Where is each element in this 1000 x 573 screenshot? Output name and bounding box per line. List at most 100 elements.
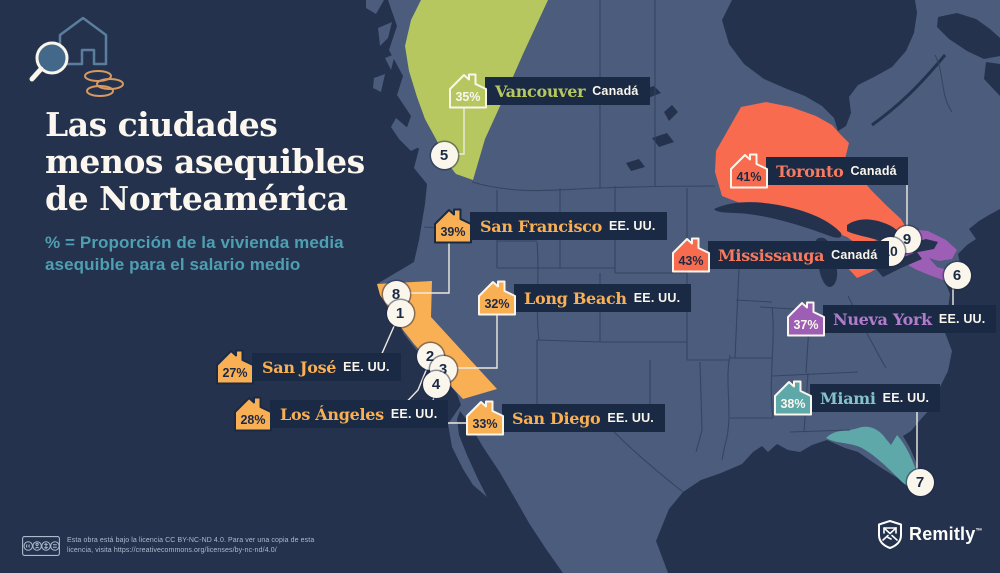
callout-san-diego: 33% San Diego EE. UU. bbox=[465, 399, 665, 437]
country-name: EE. UU. bbox=[608, 219, 656, 233]
connector-san-francisco bbox=[406, 243, 450, 294]
brand-name-text: Remitly bbox=[909, 524, 976, 544]
st-lawrence-river bbox=[871, 54, 947, 127]
connector-long-beach bbox=[454, 315, 498, 369]
pct-value: 33% bbox=[472, 417, 497, 431]
coins-icon bbox=[84, 70, 124, 97]
header: Las ciudades menos asequibles de Norteam… bbox=[45, 106, 365, 276]
country-name: Canadá bbox=[592, 84, 639, 98]
license-text: Esta obra está bajo la licencia CC BY-NC… bbox=[67, 536, 314, 556]
city-name: San José bbox=[262, 357, 337, 377]
rank-marker-san-diego: 4 bbox=[422, 370, 450, 398]
license-line-1: Esta obra está bajo la licencia CC BY-NC… bbox=[67, 537, 315, 544]
city-name: Nueva York bbox=[833, 309, 932, 329]
country-name: Canadá bbox=[850, 164, 897, 178]
label-box: Nueva York EE. UU. bbox=[823, 305, 997, 333]
country-name: EE. UU. bbox=[343, 360, 390, 374]
pct-value: 32% bbox=[484, 297, 509, 311]
label-box: Miami EE. UU. bbox=[810, 384, 941, 412]
callout-vancouver: 35% Vancouver Canadá bbox=[448, 72, 650, 110]
rank-number: 9 bbox=[902, 230, 912, 248]
country-name: EE. UU. bbox=[882, 391, 930, 405]
title-line-1: Las ciudades bbox=[45, 105, 278, 144]
rank-number: 5 bbox=[439, 146, 449, 164]
rank-number: 4 bbox=[431, 375, 441, 393]
country-name: EE. UU. bbox=[633, 291, 681, 305]
house-badge-icon: 35% bbox=[449, 73, 487, 109]
label-box: Los Ángeles EE. UU. bbox=[270, 400, 449, 428]
country-name: EE. UU. bbox=[938, 312, 986, 326]
label-box: San Diego EE. UU. bbox=[502, 404, 665, 432]
coastal-islands bbox=[366, 0, 990, 213]
house-badge-icon: 38% bbox=[774, 380, 812, 416]
rank-number: 8 bbox=[391, 285, 401, 303]
country-name: EE. UU. bbox=[607, 411, 654, 425]
rank-number: 7 bbox=[915, 473, 925, 491]
pct-value: 39% bbox=[440, 225, 465, 239]
pct-value: 43% bbox=[678, 254, 703, 268]
callout-mississauga: 43% Mississauga Canadá bbox=[671, 236, 889, 274]
callout-san-francisco: 39% San Francisco EE. UU. bbox=[433, 207, 667, 245]
callout-toronto: 41% Toronto Canadá bbox=[729, 152, 908, 190]
house-badge-icon: 39% bbox=[434, 208, 472, 244]
pct-value: 38% bbox=[780, 397, 805, 411]
rank-marker-miami: 7 bbox=[906, 468, 934, 496]
title-line-2: menos asequibles bbox=[45, 142, 365, 181]
callout-los-angeles: 28% Los Ángeles EE. UU. bbox=[233, 395, 449, 433]
callout-san-jose: 27% San José EE. UU. bbox=[215, 348, 401, 386]
lake-superior bbox=[714, 202, 842, 238]
house-badge-icon: 37% bbox=[787, 301, 825, 337]
water-bodies bbox=[626, 0, 1000, 287]
city-name: Vancouver bbox=[495, 81, 586, 101]
hudson-bay bbox=[722, 0, 917, 131]
house-search-icon bbox=[29, 16, 124, 97]
city-name: Toronto bbox=[776, 161, 844, 181]
cc-by-nc-nd-icon bbox=[22, 536, 60, 556]
region-florida bbox=[826, 426, 921, 489]
callout-long-beach: 32% Long Beach EE. UU. bbox=[477, 279, 692, 317]
label-box: Toronto Canadá bbox=[766, 157, 908, 185]
label-box: Mississauga Canadá bbox=[708, 241, 889, 269]
atlantic-inlet bbox=[984, 62, 1000, 96]
lake-erie bbox=[876, 252, 922, 277]
license-line-2: licencia, visita https://creativecommons… bbox=[67, 547, 277, 554]
house-badge-icon: 32% bbox=[478, 280, 516, 316]
page-title: Las ciudades menos asequibles de Norteam… bbox=[45, 106, 365, 217]
label-box: San Francisco EE. UU. bbox=[470, 212, 667, 240]
rank-marker-san-jose: 1 bbox=[386, 299, 414, 327]
country-name: EE. UU. bbox=[390, 407, 438, 421]
subtitle: % = Proporción de la vivienda media aseq… bbox=[45, 232, 365, 276]
subtitle-line-2: asequible para el salario medio bbox=[45, 255, 301, 274]
rank-number: 2 bbox=[425, 347, 435, 365]
house-badge-icon: 33% bbox=[466, 400, 504, 436]
rank-marker-vancouver: 5 bbox=[430, 141, 458, 169]
rank-number: 1 bbox=[395, 304, 405, 322]
title-line-3: de Norteamérica bbox=[45, 179, 348, 218]
label-box: Long Beach EE. UU. bbox=[514, 284, 692, 312]
house-badge-icon: 43% bbox=[672, 237, 710, 273]
rank-number: 3 bbox=[438, 360, 448, 378]
subtitle-line-1: % = Proporción de la vivienda media bbox=[45, 233, 344, 252]
brand-name: Remitly™ bbox=[909, 524, 983, 545]
lake-small-4 bbox=[664, 105, 678, 121]
gulf-st-lawrence bbox=[937, 13, 1000, 59]
city-name: Mississauga bbox=[718, 245, 825, 265]
trademark-symbol: ™ bbox=[975, 528, 983, 535]
pct-value: 41% bbox=[736, 170, 761, 184]
house-badge-icon: 28% bbox=[234, 396, 272, 432]
country-name: Canadá bbox=[831, 248, 878, 262]
city-name: San Diego bbox=[512, 408, 601, 428]
pct-value: 28% bbox=[240, 413, 265, 427]
label-box: San José EE. UU. bbox=[252, 353, 401, 381]
label-box: Vancouver Canadá bbox=[485, 77, 650, 105]
pct-value: 37% bbox=[793, 318, 818, 332]
house-badge-icon: 27% bbox=[216, 349, 254, 385]
lake-small-3 bbox=[626, 159, 645, 171]
pct-value: 35% bbox=[455, 90, 480, 104]
city-name: San Francisco bbox=[480, 216, 602, 236]
city-name: Long Beach bbox=[524, 288, 627, 308]
remitly-shield-icon bbox=[878, 520, 902, 549]
city-name: Miami bbox=[820, 388, 876, 408]
city-name: Los Ángeles bbox=[280, 404, 384, 424]
